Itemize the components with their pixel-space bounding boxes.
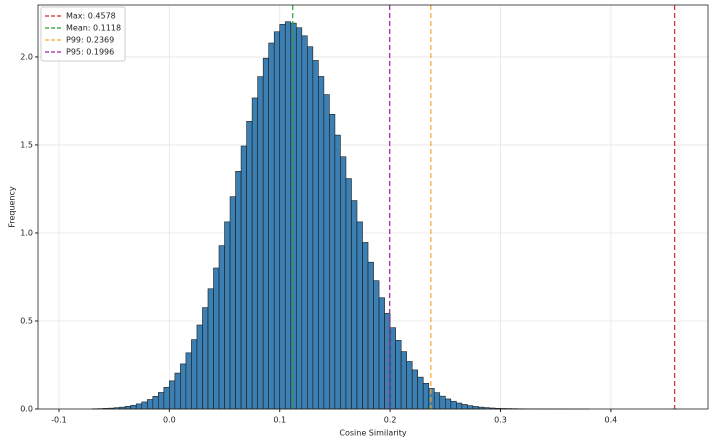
bar	[290, 22, 297, 410]
legend-label: P95: 0.1996	[66, 48, 114, 57]
bar	[417, 376, 424, 410]
bar	[428, 388, 435, 410]
bar	[395, 340, 402, 410]
bar	[334, 134, 341, 410]
bar	[461, 404, 468, 410]
x-tick-label: 0.2	[384, 416, 397, 425]
bar	[450, 400, 457, 410]
bar	[389, 327, 396, 410]
bar	[163, 387, 170, 410]
bar	[130, 405, 137, 410]
y-tick-label: 0.5	[20, 316, 33, 325]
bar	[174, 372, 181, 410]
bar	[141, 401, 148, 410]
bar	[362, 242, 369, 410]
bar	[456, 402, 463, 410]
bar	[345, 178, 352, 410]
bar	[312, 60, 319, 410]
legend-label: P99: 0.2369	[66, 36, 114, 45]
bar	[191, 339, 198, 410]
bar	[439, 395, 446, 410]
y-tick-label: 1.0	[20, 228, 33, 237]
bar	[235, 171, 242, 410]
legend-label: Max: 0.4578	[66, 12, 116, 21]
bar	[218, 245, 225, 410]
bar	[307, 46, 314, 410]
bar	[411, 369, 419, 410]
bar	[444, 398, 452, 410]
bar	[224, 221, 231, 410]
bar	[196, 324, 203, 410]
bar	[169, 380, 176, 410]
plot-frame	[37, 4, 709, 410]
x-tick-label: 0.4	[604, 416, 617, 425]
bar	[373, 280, 380, 410]
bar	[152, 396, 159, 410]
bar	[257, 76, 264, 410]
y-tick-label: 1.5	[20, 140, 33, 149]
bar	[268, 42, 275, 410]
bar	[467, 405, 474, 410]
x-tick-label: -0.1	[51, 416, 67, 425]
bar	[340, 156, 347, 410]
bar	[262, 57, 269, 410]
bar	[240, 145, 247, 410]
y-tick-label: 2.0	[20, 52, 33, 61]
bar	[213, 267, 220, 410]
bar	[400, 351, 407, 410]
bar	[433, 392, 441, 410]
bar	[229, 196, 236, 410]
bar	[246, 121, 253, 410]
bar	[329, 114, 336, 410]
y-tick-label: 0.0	[20, 405, 33, 414]
bar	[295, 27, 303, 410]
bar	[284, 21, 292, 410]
bar	[318, 76, 325, 410]
bar	[273, 31, 281, 410]
bar	[202, 307, 209, 410]
bar	[135, 403, 143, 410]
bar	[158, 392, 165, 410]
bar	[207, 288, 214, 410]
bar	[351, 200, 358, 410]
bar	[146, 399, 154, 410]
x-tick-label: 0.1	[273, 416, 286, 425]
x-tick-label: 0.0	[163, 416, 176, 425]
bar	[279, 24, 286, 410]
bar	[378, 297, 385, 410]
bar	[301, 35, 308, 410]
bar	[422, 382, 430, 410]
y-axis-label: Frequency	[8, 186, 17, 228]
bar	[406, 361, 413, 410]
bar	[180, 363, 187, 410]
legend-label: Mean: 0.1118	[66, 24, 121, 33]
bar	[251, 97, 258, 410]
legend-box	[40, 6, 126, 62]
bar	[323, 94, 330, 410]
bar	[185, 352, 192, 410]
bar	[367, 261, 374, 410]
x-tick-label: 0.3	[494, 416, 507, 425]
x-axis-label: Cosine Similarity	[339, 429, 406, 438]
bar	[356, 221, 363, 410]
